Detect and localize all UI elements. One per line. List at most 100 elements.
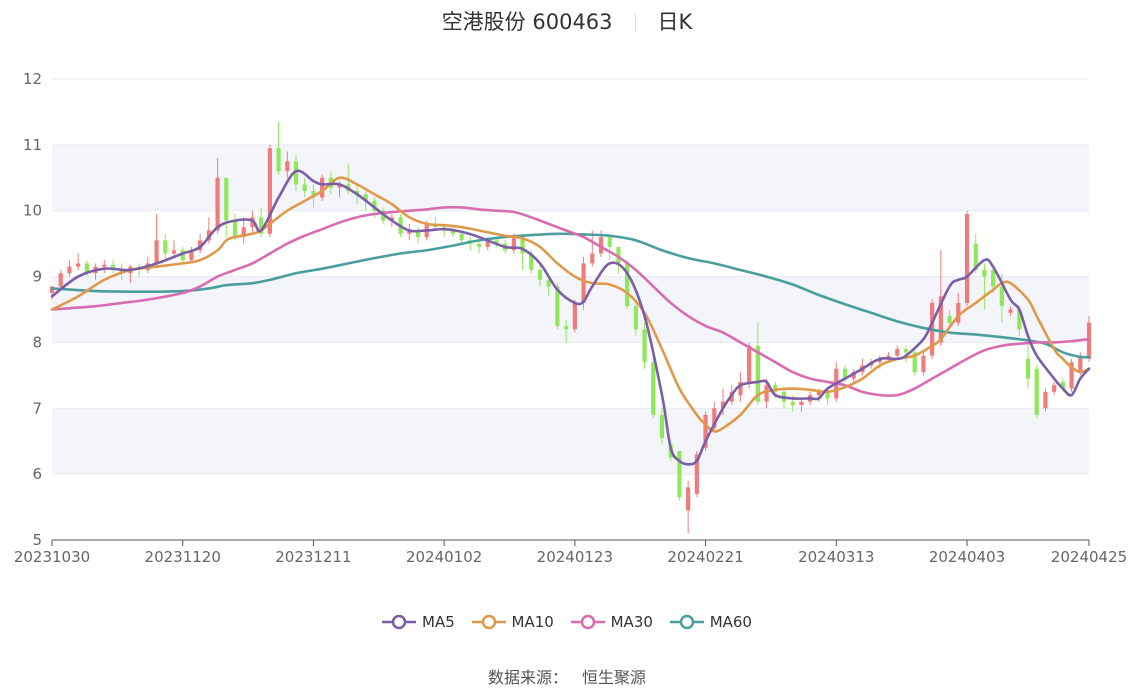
candle-body	[877, 358, 882, 363]
candle-body	[903, 349, 909, 353]
candle-body	[1086, 322, 1092, 359]
candle-body	[241, 227, 246, 238]
candle-body	[982, 269, 987, 277]
candle-body	[259, 217, 264, 234]
data-source: 数据来源： 恒生聚源	[0, 664, 1134, 688]
candle-body	[572, 302, 577, 330]
y-tick-label: 9	[32, 268, 42, 286]
x-tick-label: 20240403	[929, 548, 1005, 566]
candle-body	[529, 253, 534, 270]
candle-body	[49, 286, 55, 294]
chart-legend: MA5 MA10 MA30 MA60	[0, 613, 1134, 634]
legend-item-ma60[interactable]: MA60	[669, 613, 752, 631]
candle-body	[354, 190, 360, 195]
candle-body	[973, 243, 978, 270]
candle-body	[703, 414, 708, 448]
x-tick-label: 20240102	[406, 548, 482, 566]
grid-band	[52, 144, 1089, 211]
candle-body	[102, 264, 107, 267]
candle-body	[154, 240, 159, 264]
stock-name: 空港股份 600463	[441, 10, 613, 34]
legend-item-ma10[interactable]: MA10	[471, 613, 554, 631]
candle-body	[590, 253, 595, 264]
y-tick-label: 5	[32, 531, 42, 549]
candle-body	[476, 243, 482, 247]
y-tick-label: 12	[23, 70, 42, 88]
candle-body	[84, 263, 89, 274]
candle-body	[625, 263, 630, 307]
candle-body	[389, 217, 394, 221]
candle-body	[825, 391, 830, 399]
grid-band	[52, 276, 1089, 343]
candle-body	[276, 148, 281, 172]
candle-body	[320, 177, 325, 198]
candle-body	[1060, 381, 1065, 389]
candlestick-chart: 5 6 7 8 9 10 11 12 20231030 20231120 20231211 20240…	[14, 70, 1127, 566]
candle-body	[311, 190, 316, 198]
candle-body	[215, 177, 220, 231]
candle-body	[555, 286, 560, 326]
candle-body	[293, 161, 299, 185]
candle-body	[607, 237, 612, 247]
candle-body	[189, 250, 194, 261]
x-tick-label: 20231030	[14, 548, 90, 566]
candle-body	[1034, 368, 1039, 415]
candle-body	[407, 230, 412, 234]
candle-body	[224, 177, 229, 221]
x-tick-label: 20231211	[275, 548, 351, 566]
legend-marker-ma30	[570, 614, 605, 630]
x-tick-label: 20240123	[537, 548, 613, 566]
x-tick-label: 20240221	[667, 548, 743, 566]
candle-body	[537, 269, 543, 280]
legend-label-ma10: MA10	[511, 613, 554, 631]
candle-body	[363, 194, 368, 201]
legend-item-ma30[interactable]: MA30	[570, 613, 653, 631]
candle-body	[1017, 309, 1022, 330]
candle-body	[163, 240, 168, 254]
candle-body	[764, 385, 769, 402]
candle-body	[956, 302, 961, 323]
candle-body	[642, 329, 647, 363]
y-tick-label: 7	[32, 399, 42, 417]
series-line-ma5	[50, 169, 1091, 466]
candle-body	[738, 381, 743, 396]
candle-body	[747, 345, 752, 382]
y-tick-label: 6	[32, 465, 42, 483]
candle-body	[842, 368, 848, 379]
x-tick-label: 20240425	[1051, 548, 1127, 566]
candle-body	[171, 250, 177, 254]
candle-body	[110, 264, 116, 269]
candle-body	[372, 200, 377, 211]
candle-body	[616, 246, 621, 264]
candle-body	[1069, 362, 1074, 389]
candle-body	[67, 266, 72, 274]
legend-item-ma5[interactable]: MA5	[382, 613, 455, 631]
y-tick-label: 11	[23, 136, 42, 154]
grid-band	[52, 408, 1089, 475]
candle-body	[581, 263, 586, 303]
candle-body	[76, 263, 81, 267]
candle-body	[337, 184, 342, 188]
candle-body	[520, 237, 525, 254]
candle-body	[686, 487, 691, 511]
candle-body	[1008, 309, 1013, 313]
source-provider: 恒生聚源	[582, 668, 647, 687]
candle-body	[720, 401, 726, 409]
candle-body	[302, 184, 307, 191]
candle-body	[651, 362, 656, 415]
candle-body	[285, 161, 290, 172]
candle-body	[816, 391, 821, 396]
period-label: 日K	[657, 10, 693, 34]
series-line-ma30	[50, 205, 1091, 398]
source-label: 数据来源：	[487, 668, 568, 687]
candle-body	[633, 306, 638, 330]
candle-body	[267, 148, 272, 234]
candle-body	[598, 237, 604, 254]
candle-body	[991, 269, 996, 287]
candle-body	[659, 414, 665, 438]
candle-body	[694, 454, 699, 494]
legend-marker-ma10	[471, 614, 506, 630]
legend-label-ma30: MA30	[610, 613, 653, 631]
legend-marker-ma5	[382, 614, 416, 630]
legend-label-ma5: MA5	[422, 613, 455, 631]
